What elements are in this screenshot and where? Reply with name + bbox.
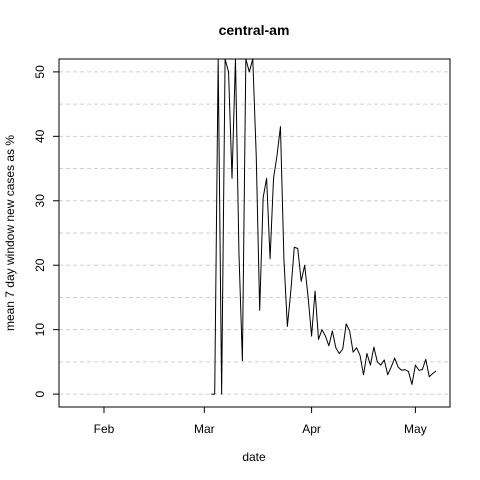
- x-tick-label: Mar: [194, 422, 215, 436]
- y-tick-label: 30: [33, 194, 47, 208]
- x-axis: Feb Mar Apr May: [94, 407, 427, 436]
- x-axis-label: date: [242, 450, 266, 464]
- series-line-group: [211, 59, 437, 395]
- y-axis: 0 10 20 30 40 50: [33, 65, 59, 397]
- x-tick-label: Apr: [302, 422, 321, 436]
- x-tick-label: May: [404, 422, 427, 436]
- chart-title: central-am: [219, 22, 290, 38]
- y-tick-label: 40: [33, 129, 47, 143]
- x-tick-label: Feb: [94, 422, 115, 436]
- y-tick-label: 0: [33, 390, 47, 397]
- y-tick-label: 10: [33, 323, 47, 337]
- y-axis-label: mean 7 day window new cases as %: [3, 135, 17, 331]
- y-tick-label: 20: [33, 258, 47, 272]
- y-tick-label: 50: [33, 65, 47, 79]
- plot-frame: [58, 58, 451, 408]
- series-line: [211, 59, 437, 395]
